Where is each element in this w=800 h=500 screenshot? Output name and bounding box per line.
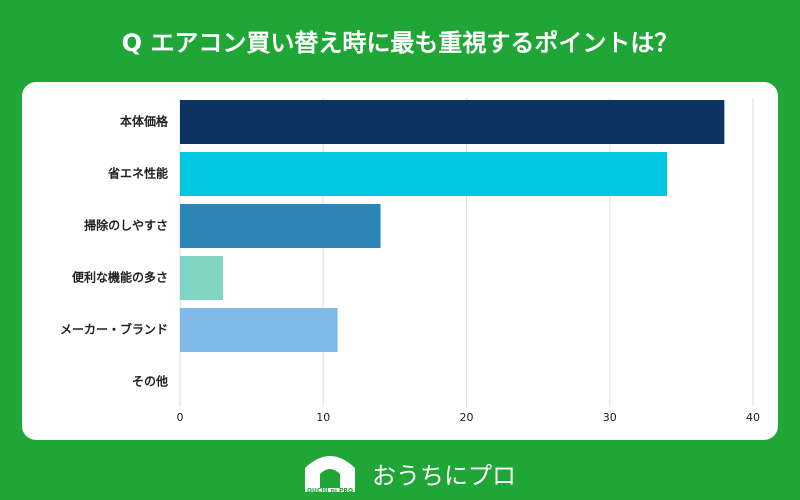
brand-name: おうちにプロ bbox=[372, 462, 516, 490]
y-tick-label: 省エネ性能 bbox=[107, 166, 168, 181]
y-tick-label: その他 bbox=[132, 374, 168, 389]
chart-title: Q エアコン買い替え時に最も重視するポイントは？ bbox=[122, 29, 679, 57]
x-tick-label: 20 bbox=[460, 411, 474, 424]
bar bbox=[180, 100, 725, 144]
y-tick-label: 便利な機能の多さ bbox=[72, 270, 168, 285]
y-tick-label: 本体価格 bbox=[120, 114, 169, 129]
x-tick-label: 10 bbox=[316, 411, 330, 424]
x-tick-label: 30 bbox=[603, 411, 617, 424]
logo-door bbox=[320, 469, 340, 488]
bar bbox=[180, 204, 381, 248]
y-tick-label: メーカー・ブランド bbox=[60, 322, 168, 337]
bar bbox=[180, 152, 668, 196]
bar bbox=[180, 256, 223, 300]
x-tick-label: 0 bbox=[177, 411, 184, 424]
x-tick-label: 40 bbox=[746, 411, 760, 424]
logo: OUCHI ni PRO bbox=[305, 456, 355, 495]
bar bbox=[180, 308, 338, 352]
logo-text: OUCHI ni PRO bbox=[307, 488, 353, 495]
y-tick-label: 掃除のしやすさ bbox=[84, 218, 168, 233]
